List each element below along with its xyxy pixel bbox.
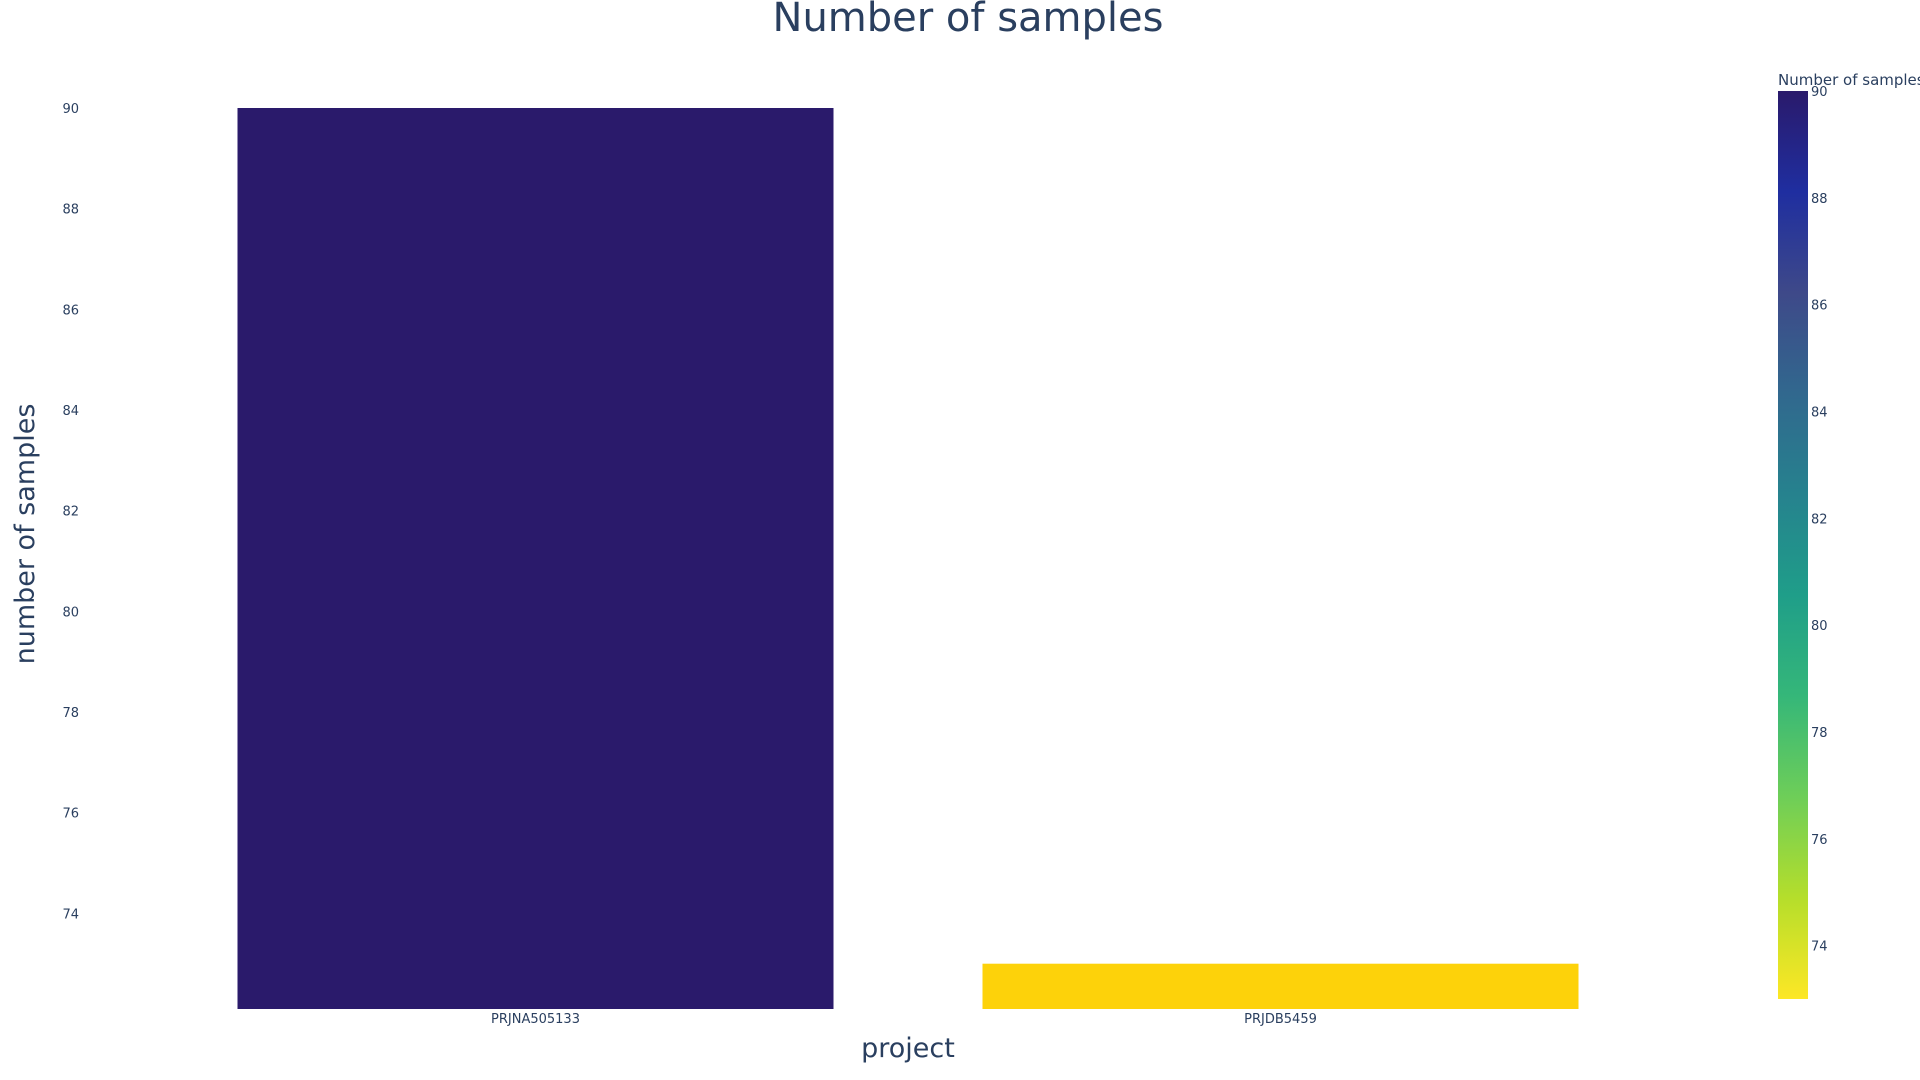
colorbar-tick-label: 90 <box>1811 85 1828 100</box>
colorbar-ticks: 74 76 78 80 82 84 86 88 90 <box>1811 85 1828 955</box>
bar-PRJDB5459[interactable] <box>982 963 1579 1009</box>
colorbar-tick-label: 86 <box>1811 299 1828 314</box>
y-tick-label: 88 <box>62 203 79 218</box>
y-axis-ticks: 74 76 78 80 82 84 86 88 90 <box>62 102 79 922</box>
colorbar-tick-label: 76 <box>1811 833 1828 848</box>
y-tick-label: 74 <box>62 907 79 922</box>
x-axis-ticks: PRJNA505133 PRJDB5459 <box>491 1012 1317 1027</box>
y-tick-label: 78 <box>62 706 79 721</box>
y-tick-label: 84 <box>62 404 79 419</box>
colorbar-tick-label: 80 <box>1811 619 1828 634</box>
bar-PRJNA505133[interactable] <box>237 108 834 1009</box>
colorbar-tick-label: 82 <box>1811 512 1828 527</box>
x-axis-title: project <box>861 1033 955 1064</box>
colorbar-tick-label: 84 <box>1811 405 1828 420</box>
bars-group <box>237 108 1579 1009</box>
x-tick-label: PRJNA505133 <box>491 1012 580 1027</box>
y-tick-label: 86 <box>62 303 79 318</box>
chart-title: Number of samples <box>773 0 1164 41</box>
y-tick-label: 76 <box>62 807 79 822</box>
colorbar-gradient <box>1778 91 1808 999</box>
y-axis-title: number of samples <box>10 404 41 665</box>
colorbar-tick-label: 88 <box>1811 192 1828 207</box>
y-tick-label: 82 <box>62 505 79 520</box>
y-tick-label: 80 <box>62 605 79 620</box>
colorbar-tick-label: 74 <box>1811 940 1828 955</box>
colorbar-title: Number of samples <box>1778 71 1920 89</box>
colorbar-tick-label: 78 <box>1811 726 1828 741</box>
y-tick-label: 90 <box>62 102 79 117</box>
x-tick-label: PRJDB5459 <box>1244 1012 1317 1027</box>
colorbar: Number of samples 74 76 78 80 82 84 86 88 90 <box>1778 71 1920 999</box>
